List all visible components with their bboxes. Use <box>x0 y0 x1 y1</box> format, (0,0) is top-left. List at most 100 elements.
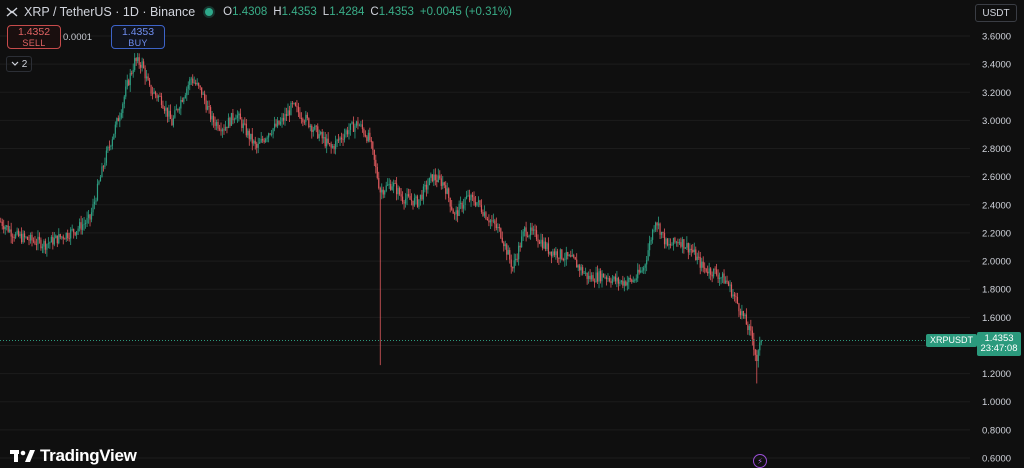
candle-body <box>668 243 670 246</box>
candle-body <box>494 220 496 225</box>
candle-body <box>59 234 61 238</box>
candle-body <box>498 227 500 229</box>
candle-body <box>4 226 6 230</box>
candle-body <box>217 122 219 129</box>
candle-body <box>492 220 494 222</box>
candle-body <box>550 251 553 257</box>
candle-body <box>291 103 294 104</box>
candle-body <box>677 241 679 244</box>
candle-body <box>303 121 305 123</box>
candle-body <box>485 212 487 220</box>
candle-body <box>451 206 453 210</box>
candle-body <box>605 277 608 280</box>
candle-body <box>247 130 249 136</box>
candle-body <box>346 130 349 135</box>
candle-body <box>540 239 542 244</box>
candle-body <box>177 109 179 111</box>
indicator-count: 2 <box>21 58 28 70</box>
candle-body <box>239 113 241 120</box>
candle-body <box>623 281 625 286</box>
candle-body <box>349 123 352 130</box>
sell-button[interactable]: 1.4352 SELL <box>7 25 61 49</box>
candle-body <box>635 278 637 281</box>
candle-body <box>215 122 218 126</box>
candle-body <box>281 117 283 122</box>
candle-body <box>299 112 301 118</box>
candle-body <box>382 189 384 195</box>
candle-body <box>391 186 393 190</box>
candle-body <box>422 186 425 200</box>
candle-body <box>637 269 639 279</box>
candle-body <box>699 257 701 268</box>
candle-body <box>434 174 436 181</box>
candle-body <box>266 137 268 139</box>
price-axis-tick: 3.0000 <box>982 116 1011 127</box>
candle-body <box>742 310 744 317</box>
candle-body <box>401 196 404 202</box>
symbol-title[interactable]: XRP / TetherUS · 1D · Binance <box>24 5 196 19</box>
candle-body <box>407 194 410 197</box>
candle-body <box>473 197 475 203</box>
candle-body <box>253 140 255 144</box>
bolt-icon[interactable]: ⚡ <box>753 454 767 468</box>
candle-body <box>546 243 548 250</box>
candle-body <box>710 268 712 275</box>
indicators-toggle[interactable]: 2 <box>6 56 32 72</box>
candle-body <box>137 57 139 61</box>
candle-body <box>199 85 201 88</box>
candle-body <box>67 232 69 239</box>
candle-body <box>654 222 657 230</box>
candle-body <box>416 196 419 207</box>
candle-body <box>198 83 200 86</box>
candle-body <box>288 110 291 116</box>
candle-body <box>265 138 267 142</box>
candle-body <box>226 126 228 129</box>
candle-body <box>573 255 575 258</box>
candle-body <box>355 121 358 126</box>
tradingview-logo[interactable]: TradingView <box>10 446 137 466</box>
candle-body <box>279 121 282 125</box>
currency-selector[interactable]: USDT <box>975 4 1017 22</box>
candle-body <box>403 201 405 204</box>
candle-body <box>409 196 411 200</box>
price-axis-tick: 1.2000 <box>982 369 1011 380</box>
candle-body <box>297 106 299 113</box>
candle-body <box>535 230 538 240</box>
candle-body <box>491 220 493 222</box>
price-axis-tick: 1.0000 <box>982 397 1011 408</box>
candle-body <box>738 303 740 312</box>
price-axis[interactable]: 3.6000 3.4000 3.2000 3.0000 2.8000 2.6000 2.40… <box>982 32 1011 465</box>
candle-body <box>404 198 407 204</box>
candle-body <box>18 230 20 237</box>
candle-body <box>95 200 97 202</box>
candle-body <box>431 174 433 182</box>
candle-body <box>140 64 142 68</box>
candle-body <box>577 265 579 268</box>
candle-body <box>232 113 234 120</box>
buy-button[interactable]: 1.4353 BUY <box>111 25 165 49</box>
candle-body <box>129 73 131 86</box>
candle-body <box>73 229 75 233</box>
candle-body <box>561 249 563 259</box>
spread-value: 0.0001 <box>63 32 93 43</box>
candle-body <box>276 120 279 127</box>
candle-body <box>457 210 459 216</box>
candle-body <box>745 314 747 325</box>
candle-body <box>250 133 252 140</box>
candlestick-series <box>0 52 762 384</box>
candle-body <box>273 123 276 129</box>
candle-body <box>503 242 505 247</box>
candle-body <box>513 260 515 269</box>
candle-body <box>567 252 569 257</box>
candle-body <box>31 234 33 241</box>
candle-body <box>35 244 38 245</box>
candle-body <box>282 117 285 121</box>
candle-body <box>364 134 366 137</box>
candle-body <box>437 175 439 182</box>
candle-body <box>184 95 186 99</box>
candle-body <box>340 137 343 140</box>
candle-body <box>372 141 374 150</box>
candle-body <box>245 123 247 136</box>
candle-body <box>212 115 215 123</box>
